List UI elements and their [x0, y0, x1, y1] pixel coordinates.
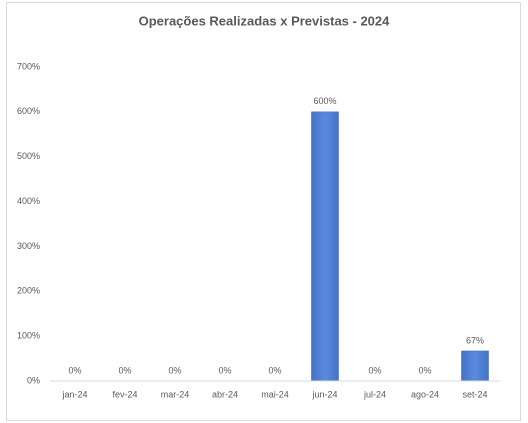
- data-label: 0%: [418, 365, 431, 375]
- y-tick-label: 400%: [17, 196, 40, 206]
- data-label: 600%: [313, 96, 336, 106]
- x-tick-label: mar-24: [161, 389, 190, 399]
- x-tick-label: set-24: [462, 389, 487, 399]
- x-tick-label: mai-24: [261, 389, 289, 399]
- x-tick-label: ago-24: [411, 389, 439, 399]
- x-tick-label: fev-24: [112, 389, 137, 399]
- y-tick-label: 600%: [17, 106, 40, 116]
- chart-frame: [6, 2, 521, 421]
- y-tick-label: 0%: [27, 375, 40, 385]
- y-tick-label: 500%: [17, 151, 40, 161]
- y-tick-label: 200%: [17, 286, 40, 296]
- x-tick-label: jan-24: [61, 389, 87, 399]
- y-tick-label: 700%: [17, 61, 40, 71]
- y-tick-label: 100%: [17, 331, 40, 341]
- bar: [461, 350, 489, 382]
- bar: [311, 111, 339, 382]
- data-label: 0%: [268, 365, 281, 375]
- x-tick-label: jul-24: [363, 389, 386, 399]
- chart-title: Operações Realizadas x Previstas - 2024: [139, 13, 391, 28]
- data-label: 0%: [68, 365, 81, 375]
- data-label: 0%: [168, 365, 181, 375]
- data-label: 0%: [368, 365, 381, 375]
- data-label: 67%: [466, 335, 484, 345]
- data-label: 0%: [118, 365, 131, 375]
- x-tick-label: jun-24: [311, 389, 337, 399]
- data-label: 0%: [218, 365, 231, 375]
- x-tick-label: abr-24: [212, 389, 238, 399]
- y-tick-label: 300%: [17, 241, 40, 251]
